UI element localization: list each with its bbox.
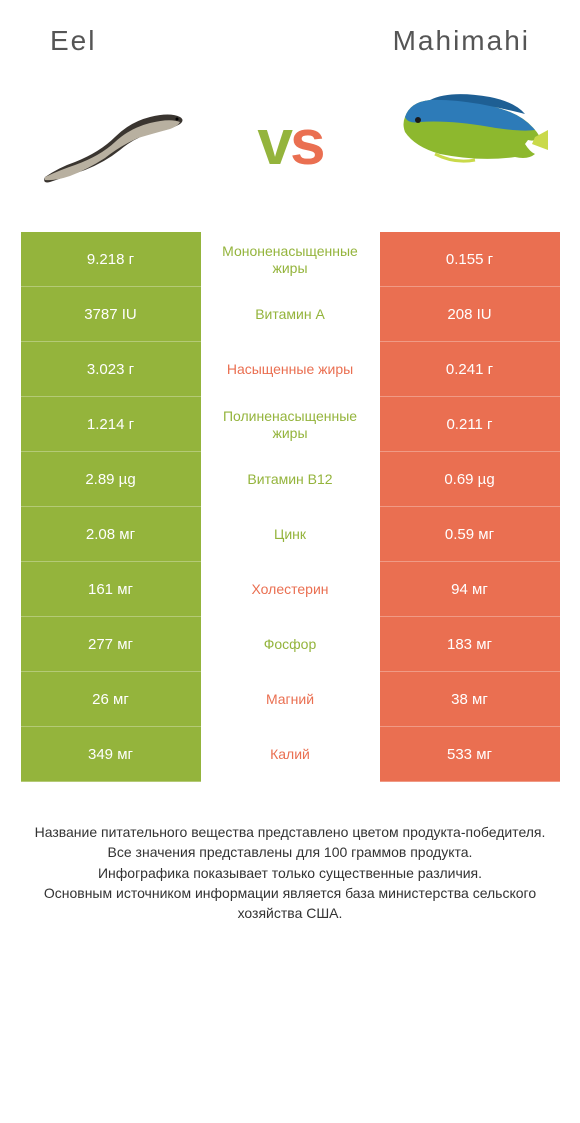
- left-value-cell: 349 мг: [21, 727, 201, 782]
- right-value-cell: 0.69 µg: [380, 452, 560, 507]
- table-row: 161 мгХолестерин94 мг: [21, 562, 560, 617]
- header: Eel Mahimahi: [0, 0, 580, 67]
- left-value-cell: 3787 IU: [21, 287, 201, 342]
- table-row: 3.023 гНасыщенные жиры0.241 г: [21, 342, 560, 397]
- left-value-cell: 2.08 мг: [21, 507, 201, 562]
- left-value-cell: 1.214 г: [21, 397, 201, 452]
- table-row: 2.08 мгЦинк0.59 мг: [21, 507, 560, 562]
- footer-line: Все значения представлены для 100 граммо…: [20, 842, 560, 862]
- table-row: 349 мгКалий533 мг: [21, 727, 560, 782]
- vs-label: vs: [257, 105, 322, 179]
- footer-line: Основным источником информации является …: [20, 883, 560, 924]
- right-value-cell: 183 мг: [380, 617, 560, 672]
- eel-image: [30, 82, 200, 202]
- nutrient-label-cell: Мононенасыщенные жиры: [201, 232, 380, 287]
- right-value-cell: 0.59 мг: [380, 507, 560, 562]
- nutrient-label-cell: Витамин A: [201, 287, 380, 342]
- nutrient-table: 9.218 гМононенасыщенные жиры0.155 г3787 …: [21, 232, 560, 782]
- nutrient-label-cell: Насыщенные жиры: [201, 342, 380, 397]
- nutrient-label-cell: Полиненасыщенные жиры: [201, 397, 380, 452]
- table-row: 3787 IUВитамин A208 IU: [21, 287, 560, 342]
- right-value-cell: 533 мг: [380, 727, 560, 782]
- right-product-title: Mahimahi: [393, 25, 530, 57]
- nutrient-label-cell: Цинк: [201, 507, 380, 562]
- left-value-cell: 9.218 г: [21, 232, 201, 287]
- left-value-cell: 26 мг: [21, 672, 201, 727]
- right-value-cell: 0.211 г: [380, 397, 560, 452]
- nutrient-label-cell: Магний: [201, 672, 380, 727]
- left-value-cell: 277 мг: [21, 617, 201, 672]
- footer-notes: Название питательного вещества представл…: [0, 782, 580, 923]
- footer-line: Название питательного вещества представл…: [20, 822, 560, 842]
- images-row: vs: [0, 67, 580, 232]
- left-value-cell: 2.89 µg: [21, 452, 201, 507]
- right-value-cell: 94 мг: [380, 562, 560, 617]
- nutrient-label-cell: Витамин B12: [201, 452, 380, 507]
- nutrient-label-cell: Калий: [201, 727, 380, 782]
- table-row: 1.214 гПолиненасыщенные жиры0.211 г: [21, 397, 560, 452]
- table-row: 2.89 µgВитамин B120.69 µg: [21, 452, 560, 507]
- right-value-cell: 0.241 г: [380, 342, 560, 397]
- footer-line: Инфографика показывает только существенн…: [20, 863, 560, 883]
- table-row: 277 мгФосфор183 мг: [21, 617, 560, 672]
- mahimahi-image: [380, 82, 550, 202]
- mahimahi-icon: [380, 82, 550, 202]
- right-value-cell: 208 IU: [380, 287, 560, 342]
- left-product-title: Eel: [50, 25, 96, 57]
- vs-v: v: [257, 106, 290, 178]
- nutrient-label-cell: Фосфор: [201, 617, 380, 672]
- eel-icon: [30, 82, 200, 202]
- nutrient-label-cell: Холестерин: [201, 562, 380, 617]
- left-value-cell: 161 мг: [21, 562, 201, 617]
- vs-s: s: [290, 106, 323, 178]
- table-row: 26 мгМагний38 мг: [21, 672, 560, 727]
- table-row: 9.218 гМононенасыщенные жиры0.155 г: [21, 232, 560, 287]
- right-value-cell: 38 мг: [380, 672, 560, 727]
- right-value-cell: 0.155 г: [380, 232, 560, 287]
- left-value-cell: 3.023 г: [21, 342, 201, 397]
